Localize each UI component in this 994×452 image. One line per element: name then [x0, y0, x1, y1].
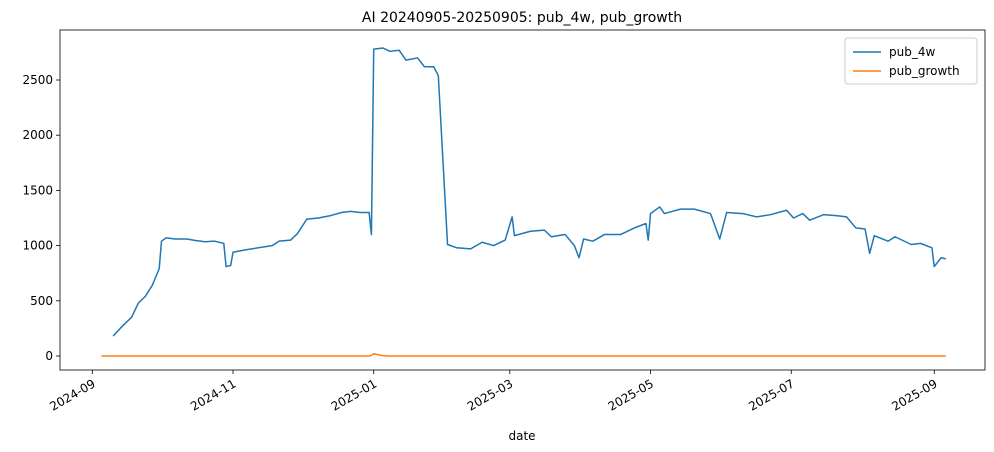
y-tick-label: 500	[30, 294, 53, 308]
line-series	[112, 47, 946, 337]
x-tick-label: 2024-11	[188, 376, 238, 413]
y-tick-label: 1000	[22, 239, 53, 253]
line-series	[101, 353, 946, 357]
x-tick-label: 2025-09	[889, 376, 939, 413]
y-tick-label: 1500	[22, 183, 53, 197]
y-tick-label: 2000	[22, 128, 53, 142]
y-tick-label: 0	[45, 349, 53, 363]
x-tick-label: 2025-03	[465, 376, 515, 413]
legend-label: pub_4w	[889, 45, 935, 59]
x-tick-label: 2025-05	[606, 376, 656, 413]
plot-frame	[59, 29, 986, 371]
x-tick-label: 2024-09	[47, 376, 97, 413]
y-tick-label: 2500	[22, 73, 53, 87]
x-axis-label: date	[508, 429, 535, 443]
legend-label: pub_growth	[889, 64, 960, 78]
x-tick-label: 2025-01	[329, 376, 379, 413]
chart-title: AI 20240905-20250905: pub_4w, pub_growth	[362, 10, 682, 26]
x-tick-label: 2025-07	[746, 376, 796, 413]
legend-box	[844, 37, 978, 85]
